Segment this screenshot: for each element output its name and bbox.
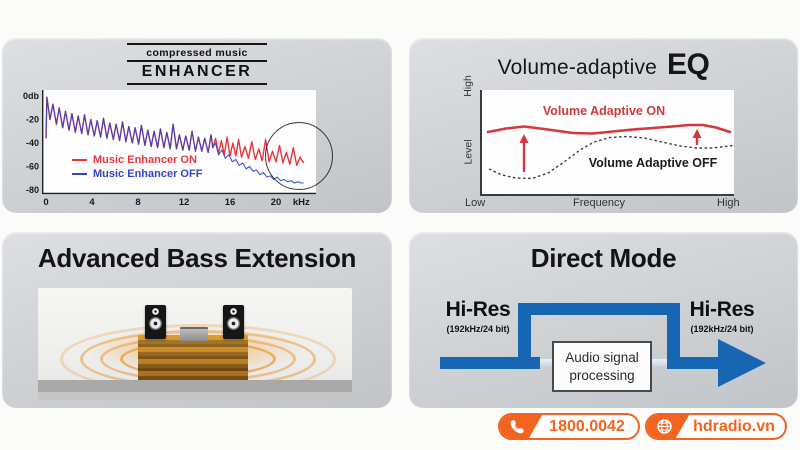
legend-swatch-off bbox=[72, 173, 87, 175]
legend-label-on: Music Enhancer ON bbox=[93, 154, 197, 166]
footer-contact: 1800.0042 hdradio.vn bbox=[498, 413, 787, 440]
svg-text:16: 16 bbox=[225, 197, 236, 208]
bass-title: Advanced Bass Extension bbox=[37, 243, 357, 273]
signal-bar-right bbox=[667, 357, 722, 369]
svg-text:8: 8 bbox=[135, 197, 140, 208]
hires-left-label: Hi-Res bbox=[445, 298, 511, 321]
eq-label-off: Volume Adaptive OFF bbox=[588, 156, 718, 170]
panel-compressed-music-enhancer: compressed music ENHANCER 0db -20 -40 -60 -8… bbox=[2, 38, 392, 213]
eq-curves bbox=[486, 123, 734, 180]
signal-bar-left bbox=[440, 357, 540, 369]
svg-text:4: 4 bbox=[89, 197, 95, 208]
panel-advanced-bass-extension: Advanced Bass Extension bbox=[2, 232, 392, 408]
bass-illustration bbox=[38, 288, 352, 400]
mini-amplifier bbox=[180, 327, 208, 341]
logo-compressed-music: compressed music bbox=[146, 46, 248, 59]
eq-axis-high-label: High bbox=[461, 75, 474, 97]
right-speaker-woofer bbox=[227, 317, 240, 330]
legend-row-off: Music Enhancer OFF bbox=[72, 167, 202, 181]
hires-left: Hi-Res (192kHz/24 bit) bbox=[428, 298, 528, 334]
svg-text:-20: -20 bbox=[26, 115, 39, 125]
spectrum-legend: Music Enhancer ON Music Enhancer OFF bbox=[72, 153, 202, 181]
phone-number: 1800.0042 bbox=[549, 417, 625, 435]
hires-right-spec: (192kHz/24 bit) bbox=[690, 324, 754, 334]
logo-enhancer: ENHANCER bbox=[141, 63, 253, 80]
phone-icon bbox=[500, 415, 542, 438]
logo-rule-mid bbox=[127, 60, 267, 62]
right-speaker-tweeter bbox=[230, 308, 237, 315]
panel-volume-adaptive-eq: Volume-adaptive EQ High Level Volume Ada… bbox=[409, 38, 798, 213]
eq-chart: Volume Adaptive ON Volume Adaptive OFF bbox=[480, 90, 734, 196]
logo-rule-bottom bbox=[127, 83, 267, 85]
svg-text:kHz: kHz bbox=[293, 197, 310, 208]
eq-axis-low-label: Low bbox=[465, 197, 486, 209]
svg-text:20: 20 bbox=[271, 197, 282, 208]
processing-line2: processing bbox=[569, 367, 635, 383]
globe-icon bbox=[647, 415, 689, 438]
eq-axis-highx-label: High bbox=[717, 197, 740, 209]
hires-right-label: Hi-Res bbox=[689, 298, 755, 321]
signal-bar-up bbox=[518, 303, 531, 369]
signal-arrow-head bbox=[718, 339, 766, 387]
eq-title-accent: EQ bbox=[667, 48, 710, 81]
signal-bar-down bbox=[667, 303, 680, 369]
right-speaker bbox=[223, 305, 244, 339]
left-speaker-woofer bbox=[149, 317, 162, 330]
audio-processing-box: Audio signal processing bbox=[552, 341, 652, 392]
svg-text:0db: 0db bbox=[23, 91, 40, 101]
high-frequency-circle-annotation bbox=[265, 122, 333, 190]
phone-badge[interactable]: 1800.0042 bbox=[498, 413, 640, 440]
eq-title-main: Volume-adaptive bbox=[497, 56, 658, 79]
legend-row-on: Music Enhancer ON bbox=[72, 153, 202, 167]
eq-label-on: Volume Adaptive ON bbox=[542, 104, 666, 118]
eq-axis-frequency-label: Frequency bbox=[573, 197, 625, 209]
legend-swatch-on bbox=[72, 159, 87, 161]
signal-bar-top bbox=[518, 303, 680, 315]
eq-title: Volume-adaptive EQ bbox=[409, 48, 798, 82]
svg-text:-60: -60 bbox=[26, 162, 39, 172]
svg-text:-40: -40 bbox=[26, 138, 39, 148]
hires-left-spec: (192kHz/24 bit) bbox=[446, 324, 510, 334]
logo-rule-top bbox=[127, 43, 267, 45]
website-url: hdradio.vn bbox=[693, 417, 775, 435]
left-speaker bbox=[145, 305, 166, 339]
svg-text:0: 0 bbox=[43, 197, 48, 208]
eq-axis-level-label: Level bbox=[462, 139, 475, 165]
direct-mode-title: Direct Mode bbox=[530, 243, 677, 273]
enhancer-logo: compressed music ENHANCER bbox=[127, 43, 267, 85]
hires-right: Hi-Res (192kHz/24 bit) bbox=[672, 298, 772, 334]
svg-text:-80: -80 bbox=[26, 185, 39, 195]
panel-direct-mode: Direct Mode Audio signal processing Hi-R… bbox=[409, 232, 798, 408]
website-badge[interactable]: hdradio.vn bbox=[645, 413, 787, 440]
left-speaker-tweeter bbox=[152, 308, 159, 315]
legend-label-off: Music Enhancer OFF bbox=[93, 168, 203, 180]
floor-front bbox=[38, 392, 352, 400]
svg-text:12: 12 bbox=[179, 197, 190, 208]
floor-strip bbox=[38, 380, 352, 392]
processing-line1: Audio signal bbox=[565, 349, 639, 365]
